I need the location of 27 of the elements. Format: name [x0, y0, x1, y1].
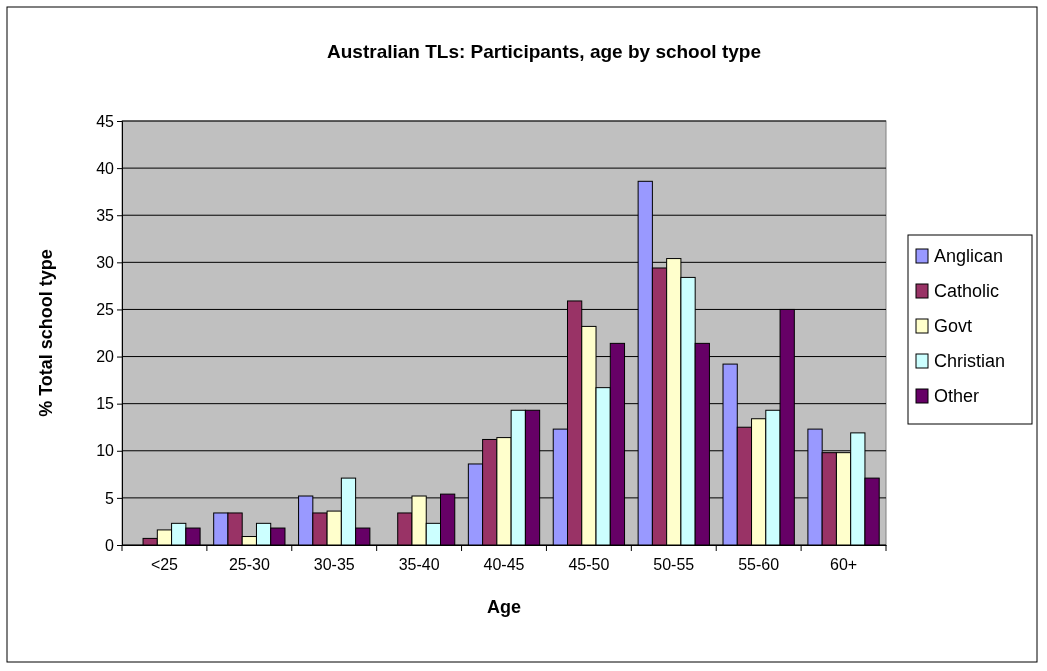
y-tick-label: 25 — [96, 301, 115, 319]
y-tick-label: 15 — [96, 395, 115, 413]
y-tick-label: 0 — [105, 536, 115, 554]
y-tick-label: 5 — [105, 489, 115, 507]
x-tick-label: 30-35 — [313, 556, 355, 574]
y-tick-label: 10 — [96, 442, 115, 460]
x-tick-label: 50-55 — [653, 556, 695, 574]
y-axis-title: % Total school type — [36, 249, 56, 417]
x-tick-label: 45-50 — [568, 556, 610, 574]
y-tick-label: 20 — [96, 348, 115, 366]
x-tick-label: 60+ — [829, 556, 858, 574]
x-tick-label: 55-60 — [738, 556, 780, 574]
legend-label: Anglican — [934, 246, 1004, 266]
x-tick-label: <25 — [150, 556, 179, 574]
legend-label: Christian — [934, 351, 1006, 371]
chart-title: Australian TLs: Participants, age by school type — [327, 41, 761, 62]
x-axis-title: Age — [486, 597, 522, 617]
x-tick-label: 40-45 — [483, 556, 525, 574]
legend-label: Govt — [934, 316, 973, 336]
y-tick-label: 45 — [96, 112, 115, 130]
x-tick-label: 25-30 — [228, 556, 270, 574]
y-tick-label: 35 — [96, 206, 115, 224]
legend-label: Catholic — [934, 281, 1000, 301]
y-tick-label: 40 — [96, 159, 115, 177]
legend-label: Other — [934, 386, 980, 406]
y-tick-label: 30 — [96, 253, 115, 271]
x-tick-label: 35-40 — [398, 556, 440, 574]
